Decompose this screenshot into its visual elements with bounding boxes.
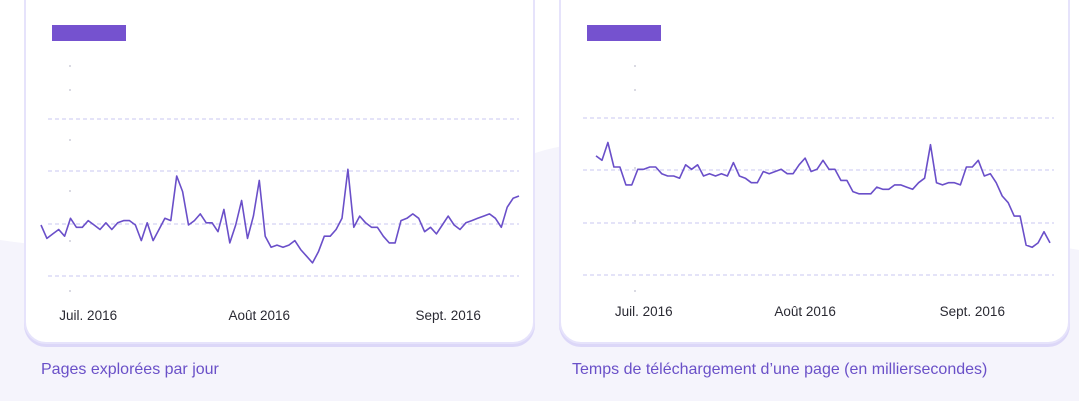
chart-header-bar <box>587 25 661 41</box>
caption-pages-crawled: Pages explorées par jour <box>41 361 219 378</box>
x-tick-label: Juil. 2016 <box>615 304 673 319</box>
axis-tick-dot <box>69 139 71 141</box>
chart-card-download-time: Juil. 2016 Août 2016 Sept. 2016 <box>559 0 1070 344</box>
series-line <box>595 141 1051 249</box>
axis-tick-dot <box>69 65 71 67</box>
axis-tick-dot <box>634 167 636 169</box>
x-tick-label: Août 2016 <box>229 308 291 323</box>
x-tick-label: Août 2016 <box>774 304 836 319</box>
axis-tick-dot <box>634 65 636 67</box>
axis-tick-dot <box>69 89 71 91</box>
chart-header-bar <box>52 25 126 41</box>
axis-tick-dot <box>634 220 636 222</box>
axis-tick-dot <box>634 290 636 292</box>
chart-card-pages-crawled: Juil. 2016 Août 2016 Sept. 2016 <box>24 0 535 344</box>
series-line <box>40 168 520 264</box>
x-tick-label: Sept. 2016 <box>416 308 481 323</box>
axis-tick-dot <box>69 190 71 192</box>
chart-pages-crawled: Juil. 2016 Août 2016 Sept. 2016 <box>40 25 520 323</box>
caption-download-time: Temps de téléchargement d’une page (en m… <box>572 361 988 378</box>
chart-download-time: Juil. 2016 Août 2016 Sept. 2016 <box>583 25 1054 319</box>
axis-tick-dot <box>69 290 71 292</box>
x-tick-label: Sept. 2016 <box>940 304 1005 319</box>
x-tick-label: Juil. 2016 <box>59 308 117 323</box>
axis-tick-dot <box>69 240 71 242</box>
axis-tick-dot <box>634 89 636 91</box>
